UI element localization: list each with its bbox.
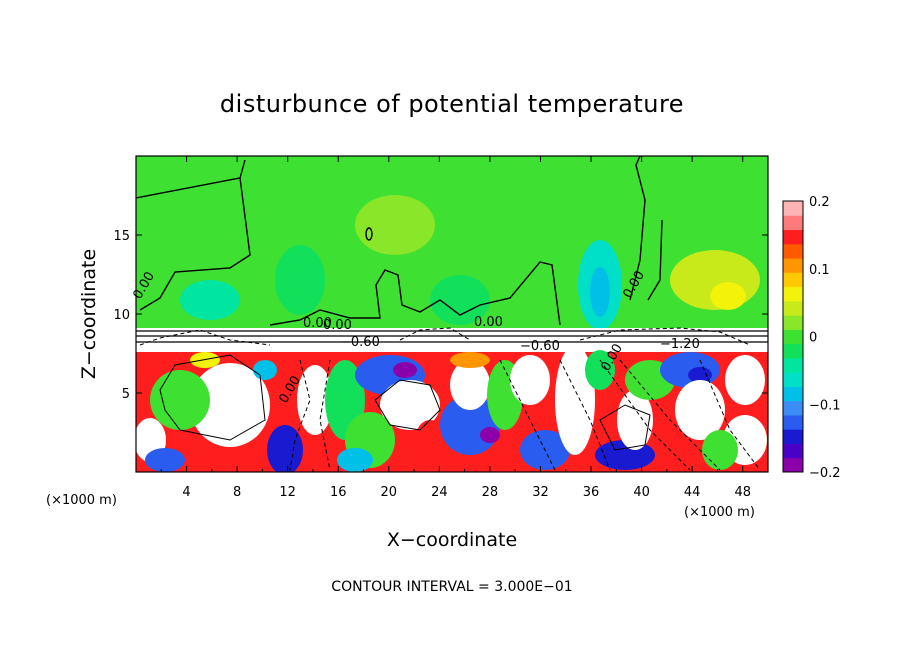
colorbar-swatch [783,443,803,459]
turbulence-patch [145,448,185,472]
contour-label: −1.20 [660,337,700,352]
weak-warm-patch [355,195,435,255]
y-tick-label: 5 [122,387,130,402]
colorbar-swatch [783,386,803,402]
turbulence-patch [450,352,490,368]
turbulence-patch [675,380,725,440]
colorbar-swatch [783,400,803,416]
colorbar-tick-label: −0.2 [809,466,841,481]
y-axis-label: Z−coordinate [78,249,100,379]
x-unit-label-left: (×1000 m) [46,493,117,508]
turbulence-patches [136,345,767,472]
colorbar-tick-label: 0 [809,331,817,346]
contour-line-negative [289,359,761,471]
colorbar-swatch [783,201,803,216]
turbulence-patch [585,350,615,390]
colorbar-swatch [783,258,803,273]
contour-line [374,379,651,451]
contour-line [365,227,373,241]
colorbar-tick-label: 0.2 [809,195,830,210]
turbulence-patch [380,380,440,430]
colorbar-swatch [783,315,803,330]
contour-line [647,219,663,301]
turbulence-patch [480,427,500,443]
x-tick-label: 44 [684,485,701,500]
colorbar-swatch [783,357,803,373]
colorbar-swatch [783,372,803,387]
turbulence-patch [688,367,712,383]
colorbar-swatch [783,457,803,473]
contour-line [269,261,561,326]
y-tick-label: 10 [113,308,130,323]
weak-cool-patch [430,275,490,325]
x-tick-label: 12 [279,485,296,500]
x-tick-label: 48 [734,485,751,500]
weak-cool-patch [180,280,240,320]
colorbar-swatch [783,329,803,345]
cool-anomaly-core [590,267,610,317]
turbulence-patch [510,355,550,405]
turbulence-patch [267,425,303,472]
contour-label: 0.00 [323,318,352,333]
colorbar-swatch [783,286,803,302]
colorbar-swatch [783,243,803,259]
colorbar-tick-label: 0.1 [809,263,830,278]
colorbar: 0.2 0.1 0 −0.1 −0.2 [782,195,841,481]
x-tick-label: 20 [381,485,398,500]
contour-label: −0.60 [340,335,380,350]
x-tick-label: 36 [583,485,600,500]
inversion-band [136,328,768,353]
turbulence-patch [450,360,490,410]
y-tick-label: 15 [113,229,130,244]
x-axis: 4 8 12 16 20 24 28 32 36 40 44 48 [160,156,751,500]
x-tick-label: 24 [431,485,448,500]
x-tick-label: 8 [233,485,241,500]
contour-label: 0.00 [303,316,332,331]
turbulence-patch [253,360,277,380]
colorbar-tick-label: −0.1 [809,398,841,413]
colorbar-swatch [783,343,803,359]
weak-cool-patch [275,245,325,315]
contour-label: 0.00 [474,315,503,330]
contour-line [159,354,266,441]
x-tick-label: 32 [532,485,549,500]
turbulence-patch [702,430,738,470]
colorbar-swatch [783,215,803,231]
chart-title: disturbunce of potential temperature [220,90,684,118]
contour-line [629,156,646,301]
turbulence-patch [337,448,373,472]
y-axis: 5 10 15 [113,229,768,402]
contour-line [136,330,768,343]
warm-anomaly-core [710,282,746,310]
plot-area: 0.000.000.00 0.000.00−0.60 −0.60 −1.200.000… [130,155,769,473]
colorbar-swatch [783,414,803,430]
contour-interval-note: CONTOUR INTERVAL = 3.000E−01 [331,579,572,595]
x-tick-label: 40 [633,485,650,500]
contour-line [239,159,246,179]
turbulence-patch [393,362,417,378]
turbulence-patch [150,370,210,430]
x-tick-label: 4 [182,485,190,500]
turbulence-patch [555,345,595,455]
x-tick-label: 28 [482,485,499,500]
turbulence-patch [725,355,765,405]
colorbar-swatch [783,300,803,316]
colorbar-swatch [783,229,803,245]
turbulence-patch [415,420,445,460]
colorbar-frame [782,200,804,473]
x-tick-label: 16 [330,485,347,500]
x-axis-label: X−coordinate [387,529,517,551]
contour-line-negative [139,327,751,346]
x-unit-label-right: (×1000 m) [684,505,755,520]
turbulence-patch [190,363,270,447]
colorbar-swatch [783,272,803,288]
contour-label: −0.60 [520,339,560,354]
colorbar-swatch [783,429,803,444]
